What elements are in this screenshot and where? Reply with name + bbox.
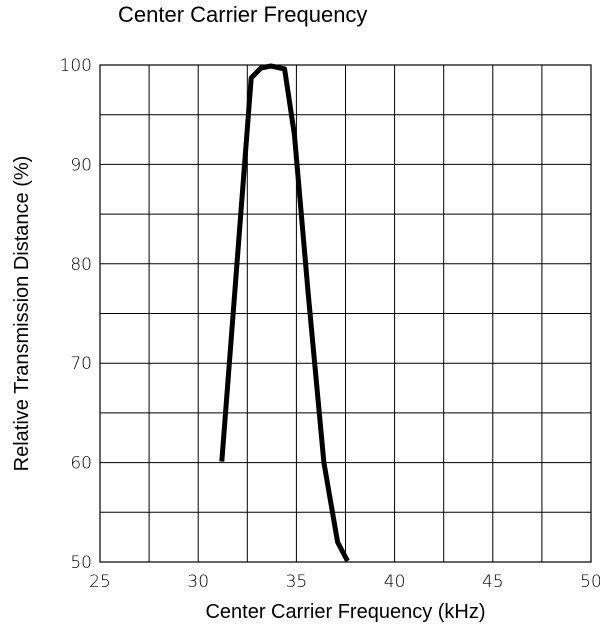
y-tick-label: 50 bbox=[70, 553, 92, 573]
y-axis-label: Relative Transmission Distance (%) bbox=[11, 156, 33, 472]
x-tick-label: 35 bbox=[286, 572, 308, 592]
x-tick-label: 25 bbox=[89, 572, 111, 592]
tick-labels: 25 30 35 40 45 50 50 60 70 80 90 100 bbox=[60, 56, 600, 592]
series-layer bbox=[219, 63, 350, 563]
y-tick-label: 60 bbox=[70, 454, 92, 474]
x-tick-label: 40 bbox=[384, 572, 406, 592]
y-tick-label: 70 bbox=[70, 354, 92, 374]
grid-layer bbox=[100, 65, 591, 562]
y-tick-label: 100 bbox=[60, 56, 92, 76]
y-tick-label: 80 bbox=[70, 255, 92, 275]
x-tick-label: 45 bbox=[482, 572, 504, 592]
x-tick-label: 50 bbox=[580, 572, 600, 592]
x-axis-label: Center Carrier Frequency (kHz) bbox=[205, 601, 485, 623]
y-tick-label: 90 bbox=[70, 155, 92, 175]
series-line bbox=[219, 63, 350, 563]
chart-title: Center Carrier Frequency bbox=[118, 2, 368, 27]
x-tick-label: 30 bbox=[187, 572, 209, 592]
